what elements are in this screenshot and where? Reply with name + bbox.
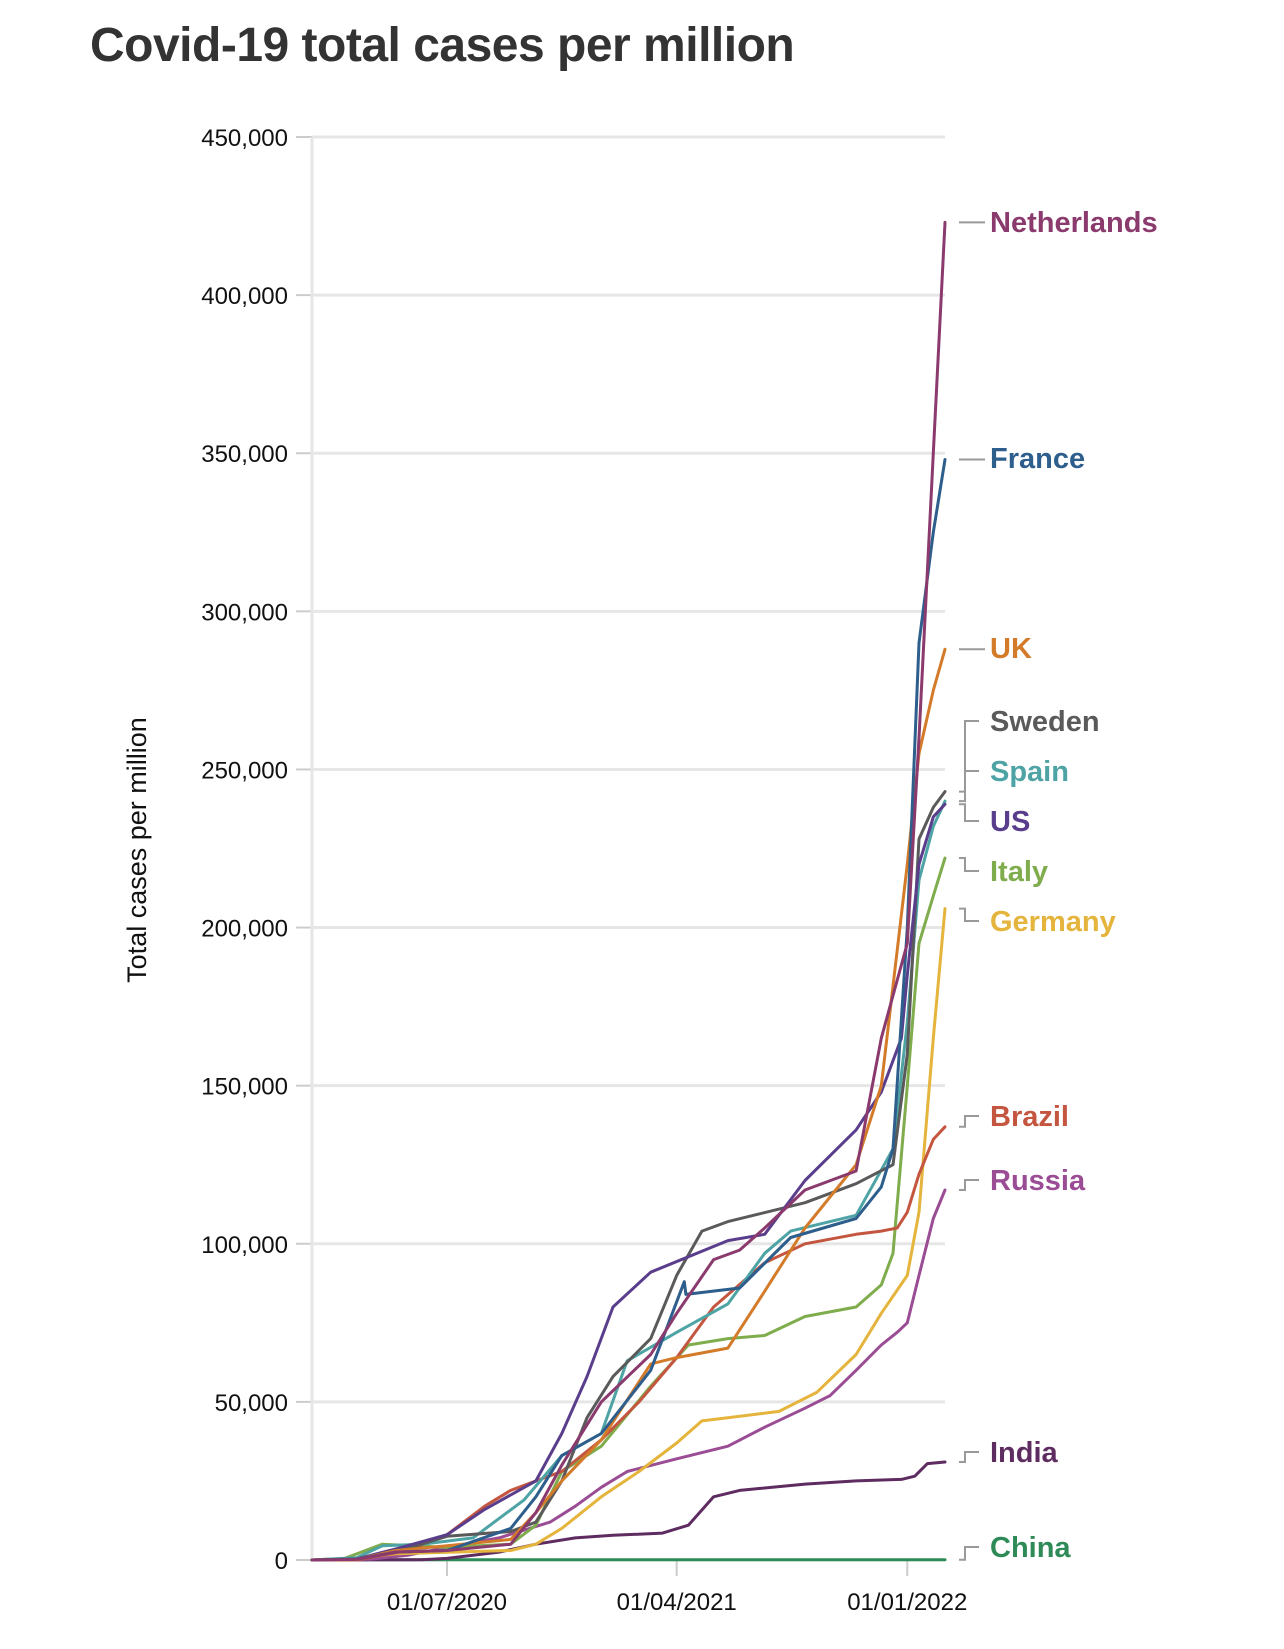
y-tick-label: 350,000 [201, 441, 288, 468]
series-label-india: India [990, 1437, 1059, 1469]
series-line-netherlands [310, 220, 947, 1562]
y-axis-label: Total cases per million [122, 717, 152, 983]
series-line-spain [310, 799, 947, 1562]
y-axis-ticks: 0 50,000 100,000 150,000 200,000 250,000 300,0… [201, 125, 288, 1575]
x-tick-label: 01/04/2021 [617, 1589, 737, 1616]
series-label-uk: UK [990, 633, 1032, 665]
y-tick-label: 300,000 [201, 599, 288, 626]
series-lines [310, 220, 947, 1562]
y-tick-label: 0 [275, 1548, 288, 1575]
series-line-brazil [310, 1125, 947, 1562]
label-leader [959, 1451, 979, 1463]
series-label-us: US [990, 806, 1030, 838]
label-leader [959, 1546, 979, 1561]
x-tick-label: 01/07/2020 [387, 1589, 507, 1616]
y-tick-label: 250,000 [201, 757, 288, 784]
series-labels: Netherlands France UK Sweden Spain US Italy Ger… [959, 207, 1158, 1564]
label-leader [959, 720, 979, 793]
series-label-brazil: Brazil [990, 1101, 1069, 1133]
series-label-spain: Spain [990, 756, 1069, 788]
label-leader [959, 1179, 979, 1191]
label-leader [959, 1115, 979, 1128]
series-line-uk [310, 647, 947, 1562]
label-leader [959, 857, 979, 872]
y-tick-label: 150,000 [201, 1074, 288, 1101]
gridlines [296, 135, 945, 1576]
label-leader [959, 803, 979, 822]
series-line-sweden [310, 790, 947, 1562]
series-line-italy [310, 856, 947, 1562]
label-leader [959, 770, 979, 803]
series-line-us [310, 802, 947, 1562]
series-line-germany [310, 907, 947, 1562]
series-label-netherlands: Netherlands [990, 207, 1158, 239]
x-tick-label: 01/01/2022 [847, 1589, 967, 1616]
y-tick-label: 450,000 [201, 125, 288, 152]
y-tick-label: 100,000 [201, 1232, 288, 1259]
series-label-france: France [990, 443, 1085, 475]
chart-title: Covid-19 total cases per million [90, 19, 795, 72]
series-label-germany: Germany [990, 906, 1116, 938]
series-line-france [310, 458, 947, 1562]
series-line-india [310, 1460, 947, 1562]
y-tick-label: 400,000 [201, 283, 288, 310]
series-label-italy: Italy [990, 856, 1048, 888]
y-tick-label: 200,000 [201, 916, 288, 943]
series-label-sweden: Sweden [990, 706, 1100, 738]
label-leader [959, 907, 979, 922]
y-tick-label: 50,000 [215, 1390, 288, 1417]
series-label-russia: Russia [990, 1165, 1086, 1197]
x-axis-ticks: 01/07/2020 01/04/2021 01/01/2022 [387, 1589, 967, 1616]
series-label-china: China [990, 1532, 1071, 1564]
